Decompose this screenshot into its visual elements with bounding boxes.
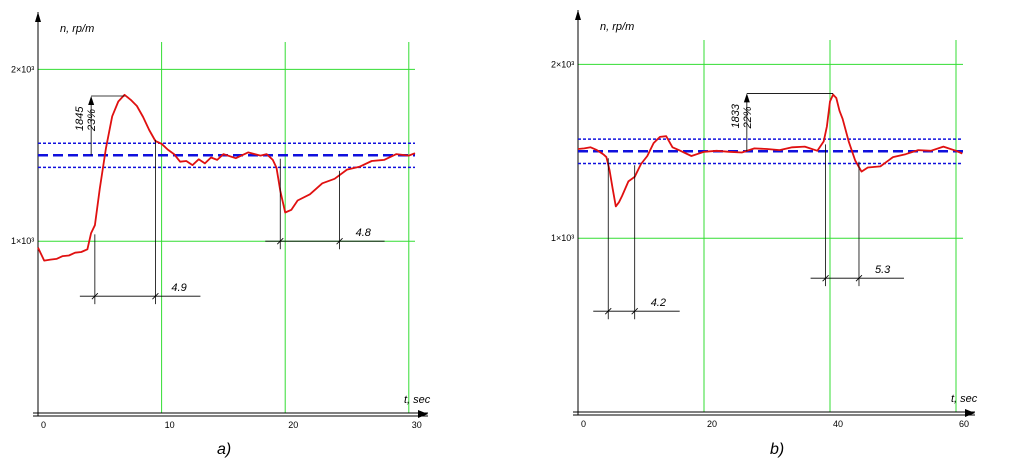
x-axis-arrow (418, 410, 428, 418)
x-axis-label: t, sec (951, 393, 978, 405)
y-tick-label-1: 2×10³ (551, 59, 574, 69)
peak-value-label: 1845 (74, 106, 86, 131)
x-tick-label-1: 20 (707, 419, 717, 429)
series-line-0 (577, 93, 963, 208)
peak-arrow-head (88, 96, 95, 106)
duration-tick-mark-1-1 (855, 274, 863, 282)
chart-panel-b: 0 20 40 60 1×10³ 2×10³ n, rp/m t, sec b) 1833 22% 4… (551, 10, 978, 458)
duration-tick-mark-0-1 (152, 292, 159, 300)
duration-tick-mark-1-0 (822, 274, 829, 282)
x-tick-label-2: 40 (833, 419, 843, 429)
y-axis-arrow (35, 12, 41, 22)
panel-label: a) (217, 441, 231, 458)
x-tick-label-0: 0 (581, 419, 586, 429)
peak-value-label: 1833 (730, 103, 742, 128)
x-axis-label: t, sec (404, 394, 431, 406)
x-tick-label-0: 0 (41, 420, 46, 430)
peak-arrow-head (743, 93, 750, 103)
duration-label-1: 4.8 (356, 227, 372, 239)
duration-tick-mark-0-0 (604, 307, 612, 315)
chart-panel-a: 0 10 20 30 1×10³ 2×10³ n, rp/m t, sec a) 1845 23% 4… (11, 12, 431, 458)
x-tick-label-3: 30 (412, 420, 422, 430)
panel-label: b) (770, 441, 784, 458)
x-tick-label-1: 10 (165, 420, 175, 430)
duration-tick-mark-0-1 (631, 307, 638, 315)
y-axis-label: n, rp/m (60, 23, 94, 35)
series-line-0 (37, 93, 416, 262)
x-tick-label-2: 20 (288, 420, 298, 430)
duration-tick-mark-0-0 (91, 292, 99, 300)
duration-label-0: 4.2 (651, 297, 666, 309)
y-tick-label-0: 1×10³ (11, 236, 34, 246)
x-axis-arrow (965, 409, 975, 417)
peak-percent-label: 23% (86, 109, 98, 132)
duration-label-1: 5.3 (875, 264, 891, 276)
y-tick-label-0: 1×10³ (551, 233, 574, 243)
x-tick-label-3: 60 (959, 419, 969, 429)
duration-label-0: 4.9 (171, 282, 186, 294)
y-tick-label-1: 2×10³ (11, 64, 34, 74)
duration-tick-mark-1-0 (276, 237, 284, 245)
y-axis-arrow (575, 10, 581, 20)
duration-tick-mark-1-1 (336, 237, 343, 245)
peak-percent-label: 22% (742, 106, 754, 129)
y-axis-label: n, rp/m (600, 21, 634, 33)
